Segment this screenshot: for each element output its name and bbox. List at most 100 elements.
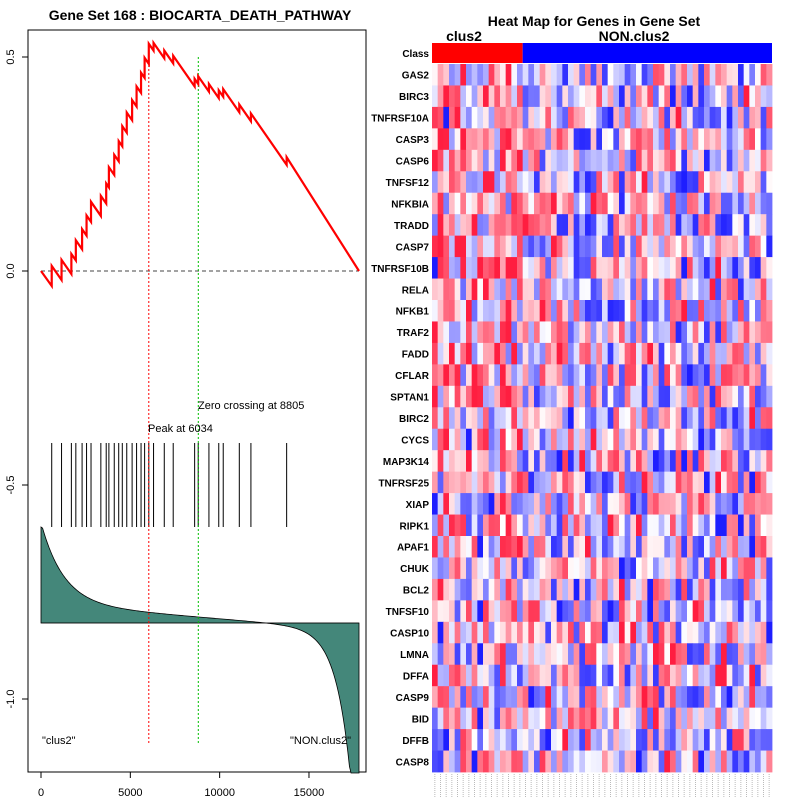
heatmap-cell <box>573 514 580 537</box>
heatmap-cell <box>539 385 546 408</box>
heatmap-cell <box>596 64 603 86</box>
heatmap-cell <box>721 686 728 709</box>
heatmap-cell <box>704 471 711 494</box>
heatmap-cell <box>522 643 529 666</box>
heatmap-cell <box>755 235 762 258</box>
heatmap-cell <box>749 128 756 151</box>
heatmap-cell <box>568 149 575 172</box>
heatmap-cell <box>534 192 541 215</box>
heatmap-cell <box>653 128 660 151</box>
heatmap-cell <box>738 750 745 773</box>
heatmap-cell <box>573 257 580 279</box>
heatmap-cell <box>721 621 728 644</box>
heatmap-cell <box>432 407 439 430</box>
heatmap-cell <box>630 192 637 215</box>
heatmap-cell <box>590 364 597 387</box>
heatmap-cell <box>500 407 507 430</box>
heatmap-cell <box>573 643 580 666</box>
heatmap-cell <box>460 300 467 322</box>
heatmap-cell <box>607 278 614 301</box>
heatmap-cell <box>681 235 688 258</box>
heatmap-cell <box>528 707 535 730</box>
heatmap-cell <box>607 664 614 687</box>
heatmap-cell <box>749 750 756 773</box>
heatmap-cell <box>432 64 439 86</box>
heatmap-cell <box>488 407 495 430</box>
heatmap-cell <box>443 750 450 773</box>
heatmap-cell <box>432 385 439 408</box>
heatmap-cell <box>551 149 558 172</box>
heatmap-cell <box>494 643 501 666</box>
heatmap-cell <box>687 214 694 237</box>
heatmap-cell <box>670 342 677 365</box>
heatmap-cell <box>687 342 694 365</box>
heatmap-cell <box>517 171 524 194</box>
heatmap-cell <box>670 214 677 237</box>
heatmap-cell <box>709 106 716 129</box>
heatmap-cell <box>551 600 558 623</box>
heatmap-cell <box>534 621 541 644</box>
heatmap-cell <box>511 557 518 580</box>
heatmap-cell <box>704 300 711 322</box>
heatmap-cell <box>630 514 637 537</box>
heatmap-cell <box>573 428 580 451</box>
right-class-label: "NON.clus2" <box>290 735 351 747</box>
heatmap-cell <box>647 493 654 515</box>
heatmap-cell <box>556 557 563 580</box>
heatmap-cell <box>494 278 501 301</box>
heatmap-cell <box>590 321 597 344</box>
heatmap-cell <box>534 493 541 515</box>
heatmap-cell <box>534 450 541 473</box>
heatmap-cell <box>715 235 722 258</box>
heatmap-cell <box>704 257 711 279</box>
heatmap-cell <box>579 85 586 108</box>
heatmap-cell <box>488 514 495 537</box>
heatmap-cell <box>494 364 501 387</box>
heatmap-cell <box>443 407 450 430</box>
heatmap-cell <box>613 364 620 387</box>
heatmap-cell <box>607 321 614 344</box>
heatmap-cell <box>522 192 529 215</box>
heatmap-cell <box>505 364 512 387</box>
heatmap-cell <box>437 750 444 773</box>
heatmap-cell <box>738 235 745 258</box>
heatmap-cell <box>766 192 773 215</box>
heatmap-cell <box>556 278 563 301</box>
heatmap-cell <box>579 364 586 387</box>
heatmap-cell <box>500 643 507 666</box>
heatmap-cell <box>443 536 450 558</box>
heatmap-cell <box>556 578 563 601</box>
heatmap-cell <box>596 621 603 644</box>
heatmap-cell <box>517 192 524 215</box>
heatmap-cell <box>483 85 490 108</box>
heatmap-cell <box>556 364 563 387</box>
heatmap-cell <box>590 643 597 666</box>
heatmap-cell <box>585 149 592 172</box>
heatmap-cell <box>749 686 756 709</box>
heatmap-cell <box>488 643 495 666</box>
heatmap-cell <box>596 106 603 129</box>
heatmap-cell <box>681 85 688 108</box>
heatmap-cell <box>522 85 529 108</box>
heatmap-cell <box>653 428 660 451</box>
heatmap-cell <box>721 128 728 151</box>
heatmap-cell <box>760 643 767 666</box>
heatmap-cell <box>653 149 660 172</box>
heatmap-cell <box>619 471 626 494</box>
gene-label: TNFRSF10B <box>371 264 429 275</box>
heatmap-cell <box>670 471 677 494</box>
heatmap-cell <box>726 235 733 258</box>
heatmap-cell <box>437 149 444 172</box>
heatmap-cell <box>743 342 750 365</box>
heatmap-cell <box>732 578 739 601</box>
heatmap-cell <box>692 300 699 322</box>
heatmap-cell <box>432 686 439 709</box>
heatmap-cell <box>556 257 563 279</box>
heatmap-cell <box>511 257 518 279</box>
heatmap-cell <box>466 149 473 172</box>
heatmap-cell <box>562 278 569 301</box>
heatmap-cell <box>585 106 592 129</box>
gene-heatmap: GAS2BIRC3TNFRSF10ACASP3CASP6TNFSF12NFKBI… <box>371 43 773 798</box>
heatmap-cell <box>607 385 614 408</box>
heatmap-cell <box>437 106 444 129</box>
